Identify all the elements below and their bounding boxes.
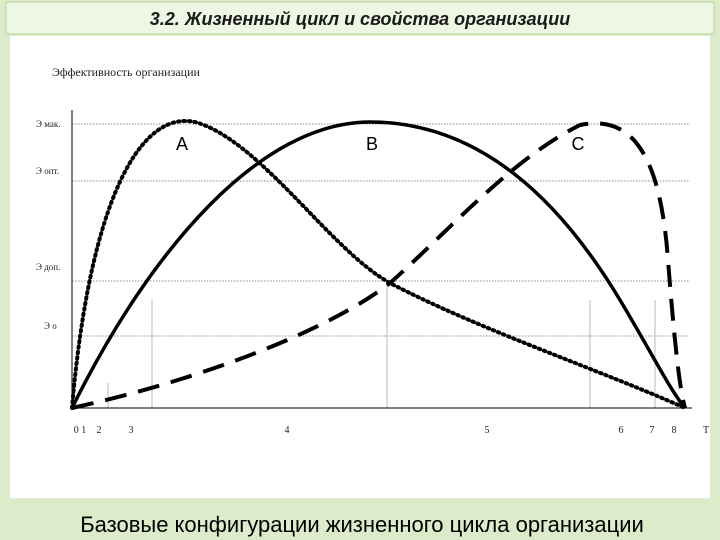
level-label: Э опт. [36,166,59,176]
y-axis-label: Эффективность организации [52,65,200,79]
x-label: 8 [672,425,677,436]
curve-c [71,121,687,410]
curve-b [70,120,687,410]
verticals [107,281,656,408]
level-labels: Э мак. Э опт. Э доп. Э о [36,119,60,331]
curve-label: C [572,134,585,154]
curve-labels: A B C [176,134,585,154]
x-label: 0 1 [74,425,87,436]
content-area [10,36,710,498]
x-label: 3 [129,425,134,436]
curve-label: A [176,134,188,154]
x-label: 2 [97,425,102,436]
x-label: 6 [619,425,624,436]
x-labels: 0 1 2 3 4 5 6 7 8 T [74,425,709,436]
curve-a [70,118,687,410]
x-label: 5 [485,425,490,436]
x-label: 7 [650,425,655,436]
level-label: Э доп. [36,262,60,272]
level-label: Э мак. [36,119,60,129]
title-bar [5,1,715,35]
caption: Базовые конфигурации жизненного цикла ор… [80,512,644,537]
x-label: 4 [285,425,290,436]
x-label: T [703,425,709,436]
level-label: Э о [44,321,57,331]
title: 3.2. Жизненный цикл и свойства организац… [150,9,570,29]
curve-label: B [366,134,378,154]
